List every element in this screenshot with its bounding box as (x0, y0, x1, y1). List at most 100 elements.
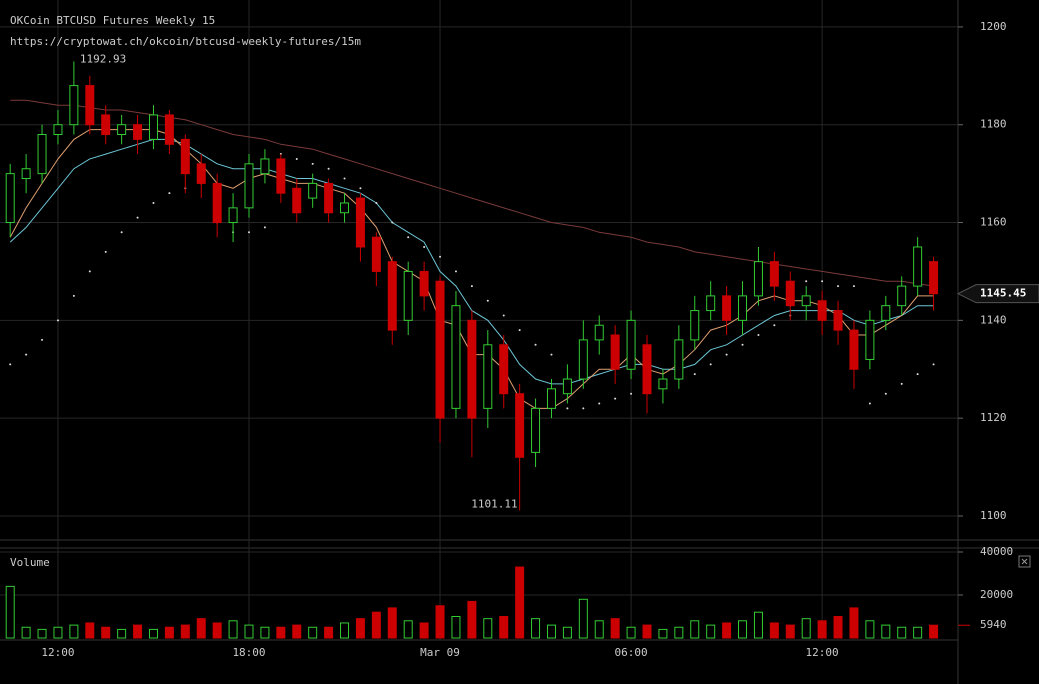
sar-dot (550, 353, 553, 356)
candle-body (610, 334, 620, 370)
volume-bar (212, 622, 222, 639)
volume-bar (53, 626, 63, 639)
sar-dot (868, 402, 871, 405)
volume-bar (674, 626, 684, 639)
volume-bar (260, 626, 270, 639)
volume-bar (133, 624, 143, 639)
volume-bar (515, 566, 525, 639)
sar-dot (582, 407, 585, 410)
candle-body (897, 285, 907, 307)
sar-dot (773, 324, 776, 327)
candle-body (817, 300, 827, 321)
sar-dot (486, 299, 489, 302)
volume-bar (467, 600, 477, 639)
candle-body (53, 124, 63, 135)
sar-dot (805, 280, 808, 283)
volume-bar (403, 620, 413, 639)
volume-bar (196, 618, 206, 639)
sar-dot (72, 294, 75, 297)
volume-bar (148, 628, 158, 639)
candle-body (483, 344, 493, 409)
candle-body (212, 182, 222, 224)
sar-dot (821, 280, 824, 283)
x-tick-label: 06:00 (615, 646, 648, 659)
low-label: 1101.11 (471, 498, 517, 511)
candle-body (371, 236, 381, 272)
candle-body (228, 207, 238, 224)
volume-bar (5, 585, 15, 639)
sar-dot (454, 270, 457, 273)
sar-dot (741, 343, 744, 346)
volume-bar (21, 626, 31, 639)
volume-bar (180, 624, 190, 639)
candle-body (769, 261, 779, 287)
candle-body (674, 339, 684, 380)
y-tick-label: 1180 (980, 118, 1007, 131)
price-tag (956, 284, 1039, 304)
volume-bar (642, 624, 652, 639)
candle-body (451, 305, 461, 409)
candle-body (324, 182, 334, 214)
volume-bar (499, 615, 509, 639)
y-tick-label: 1100 (980, 509, 1007, 522)
x-tick-label: 12:00 (41, 646, 74, 659)
volume-bar (244, 624, 254, 639)
sar-dot (470, 285, 473, 288)
volume-bar (594, 620, 604, 639)
volume-bar (546, 624, 556, 639)
sar-dot (25, 353, 28, 356)
volume-bar (387, 607, 397, 639)
sar-dot (693, 373, 696, 376)
candle-body (276, 158, 286, 194)
sar-dot (88, 270, 91, 273)
candle-body (292, 187, 302, 214)
candle-body (133, 124, 143, 140)
sar-dot (614, 397, 617, 400)
candle-body (753, 261, 763, 297)
volume-bar (419, 622, 429, 639)
candle-body (37, 133, 47, 175)
volume-bar (753, 611, 763, 639)
sar-dot (311, 162, 314, 165)
candle-body (722, 295, 732, 321)
sar-dot (884, 392, 887, 395)
sar-dot (502, 314, 505, 317)
sar-dot (343, 177, 346, 180)
candle-body (403, 270, 413, 321)
sar-dot (152, 201, 155, 204)
candle-body (913, 246, 923, 287)
sar-dot (9, 363, 12, 366)
candle-body (164, 114, 174, 145)
y-tick-label: 40000 (980, 545, 1013, 558)
y-tick-label: 1120 (980, 411, 1007, 424)
candle-body (738, 295, 748, 321)
candle-body (881, 305, 891, 321)
y-tick-label: 20000 (980, 588, 1013, 601)
sar-dot (136, 216, 139, 219)
volume-bar (37, 628, 47, 639)
candle-body (340, 202, 350, 214)
sar-dot (104, 250, 107, 253)
volume-bar (881, 624, 891, 639)
volume-bar (308, 626, 318, 639)
volume-bar (531, 618, 541, 639)
close-button[interactable] (1018, 555, 1031, 568)
volume-bar (706, 624, 716, 639)
sar-dot (837, 285, 840, 288)
volume-bar (610, 618, 620, 639)
close-icon (1021, 558, 1028, 565)
candle-body (658, 378, 668, 390)
x-tick-label: 18:00 (232, 646, 265, 659)
volume-bar (371, 611, 381, 639)
sar-dot (41, 338, 44, 341)
volume-bar (578, 598, 588, 639)
volume-bar (324, 626, 334, 639)
chart-subtitle: https://cryptowat.ch/okcoin/btcusd-weekl… (10, 35, 361, 48)
volume-bar (738, 620, 748, 639)
volume-bar (849, 607, 859, 639)
sar-dot (263, 226, 266, 229)
sar-dot (407, 236, 410, 239)
sar-dot (391, 221, 394, 224)
candle-body (499, 344, 509, 395)
sar-dot (566, 407, 569, 410)
